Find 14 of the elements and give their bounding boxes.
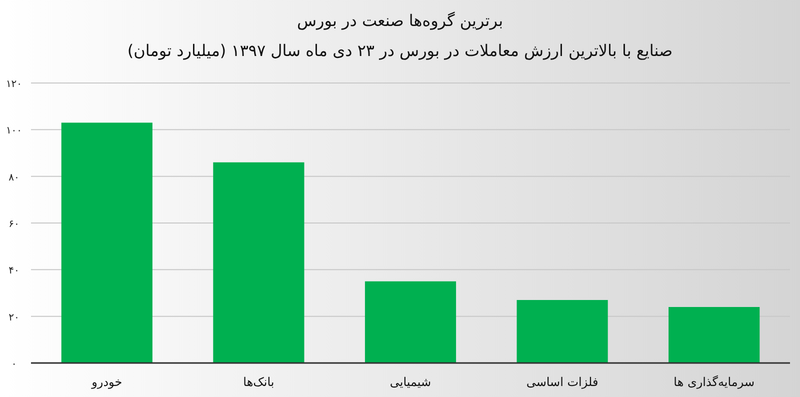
y-tick-label: ۱۲۰: [6, 79, 22, 90]
y-tick-label: ۶۰: [8, 219, 20, 230]
x-tick-label: خودرو: [90, 375, 122, 389]
x-tick-label: شیمیایی: [390, 375, 432, 389]
y-tick-label: ۴۰: [8, 266, 20, 277]
chart-subtitle: صنایع با بالاترین ارزش معاملات در بورس در ۲۳ دی ماه سال ۱۳۹۷ (میلیارد تومان): [127, 41, 673, 60]
chart-title: برترین گروه‌ها صنعت در بورس: [296, 11, 504, 30]
y-tick-label: ۱۰۰: [6, 126, 22, 137]
x-tick-label: سرمایه‌گذاری ها: [674, 375, 755, 389]
y-tick-label: ۲۰: [8, 312, 20, 324]
y-tick-label: ۸۰: [8, 172, 20, 184]
y-tick-label: ۰: [11, 359, 17, 370]
x-tick-label: فلزات اساسی: [526, 375, 598, 389]
x-tick-label: بانک‌ها: [243, 375, 274, 389]
